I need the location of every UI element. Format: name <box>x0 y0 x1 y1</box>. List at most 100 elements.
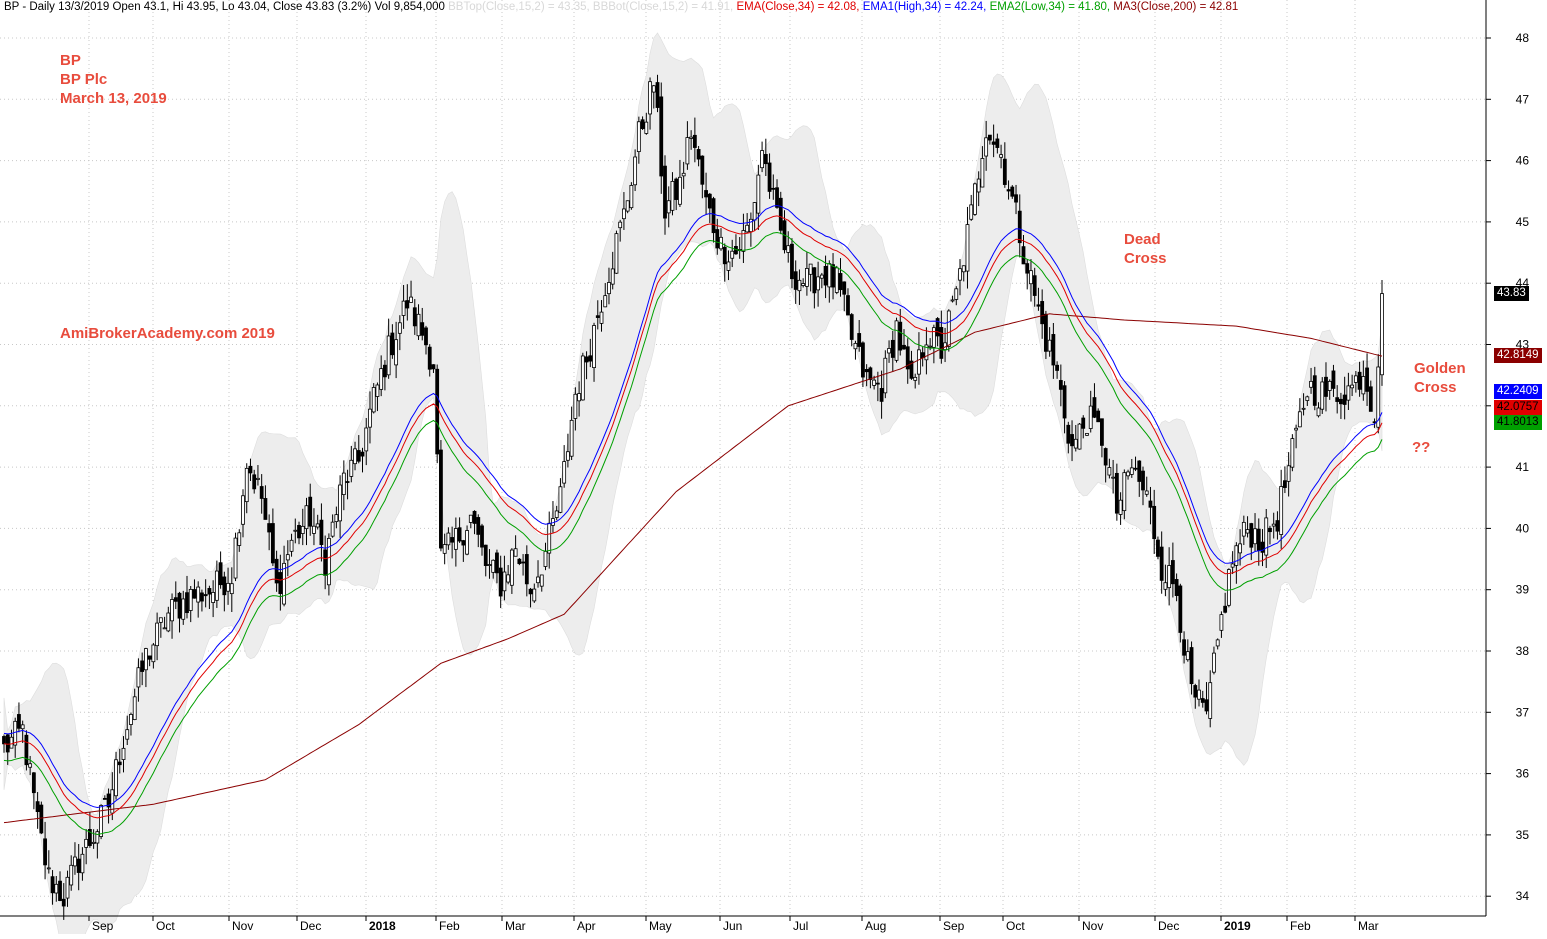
candle-body <box>599 311 604 324</box>
ma200-line <box>3 313 1383 824</box>
candle-body <box>846 295 850 316</box>
candle-body <box>241 495 245 525</box>
candle-body <box>162 627 167 630</box>
candle-body <box>1324 376 1328 397</box>
candle-body <box>786 245 791 253</box>
y-tick-label: 35 <box>1516 828 1530 842</box>
x-tick-label: Jun <box>723 919 742 933</box>
candle-body <box>69 864 74 886</box>
candle-body <box>692 134 697 148</box>
candle-body <box>663 165 667 219</box>
candle-body <box>285 554 290 561</box>
candle-body <box>999 154 1003 158</box>
candle-body <box>834 267 839 293</box>
candle-body <box>200 592 204 602</box>
candle-body <box>125 729 130 740</box>
candle-body <box>864 369 869 373</box>
candle-body <box>1238 543 1242 554</box>
candle-body <box>1051 334 1056 366</box>
candle-body <box>1122 472 1127 512</box>
candle-body <box>192 589 197 599</box>
candle-body <box>1174 579 1179 596</box>
candle-body <box>1245 529 1250 534</box>
candle-body <box>603 295 608 308</box>
candle-body <box>1316 407 1321 417</box>
candle-body <box>827 263 832 288</box>
candle-body <box>185 592 189 614</box>
x-tick-label: May <box>649 919 672 933</box>
x-tick-label: Jul <box>793 919 808 933</box>
candle-body <box>412 307 417 327</box>
candle-body <box>958 268 962 281</box>
candle-body <box>177 592 182 619</box>
candle-body <box>1032 275 1037 296</box>
candle-body <box>1081 417 1086 429</box>
candle-body <box>491 559 496 573</box>
candle-body <box>1111 476 1116 479</box>
candle-body <box>1066 424 1071 444</box>
candle-body <box>543 551 548 567</box>
y-tick-label: 41 <box>1516 460 1530 474</box>
candle-body <box>222 576 227 596</box>
candle-body <box>1170 560 1175 585</box>
candle-body <box>397 322 402 334</box>
candle-body <box>1044 313 1048 352</box>
candle-body <box>304 505 309 530</box>
candle-body <box>730 250 735 259</box>
candle-body <box>1096 410 1101 423</box>
candle-body <box>468 514 473 523</box>
x-tick-label: Apr <box>577 919 596 933</box>
candle-body <box>644 121 649 134</box>
candle-body <box>487 564 492 566</box>
candle-body <box>1339 398 1343 405</box>
candle-body <box>797 279 802 292</box>
candle-body <box>315 523 320 528</box>
candle-body <box>214 570 219 601</box>
candle-body <box>532 588 537 602</box>
candle-body <box>517 558 522 564</box>
x-tick-label: Oct <box>1006 919 1025 933</box>
candle-body <box>1260 541 1265 553</box>
candle-body <box>297 525 301 539</box>
candle-body <box>173 597 178 602</box>
annotation-ticker: BP <box>60 52 81 69</box>
candle-body <box>1014 194 1018 203</box>
candle-body <box>1376 366 1381 428</box>
candle-body <box>405 300 410 309</box>
candle-body <box>1182 639 1186 656</box>
candle-body <box>894 320 899 361</box>
candle-body <box>147 655 152 660</box>
candle-body <box>1021 246 1026 265</box>
candle-body <box>461 540 466 546</box>
candle-body <box>819 274 824 279</box>
candle-body <box>1006 189 1011 192</box>
candle-body <box>1103 448 1108 466</box>
x-tick-label: Sep <box>92 919 114 933</box>
candle-body <box>1002 158 1007 185</box>
candle-body <box>383 364 387 378</box>
candle-body <box>1297 411 1302 428</box>
candle-body <box>831 264 835 288</box>
annotation-golden-cross: Golden Cross <box>1414 359 1466 397</box>
x-tick-label: Dec <box>300 919 321 933</box>
candle-body <box>457 527 462 542</box>
candle-body <box>905 346 910 370</box>
candle-body <box>633 156 638 186</box>
candle-body <box>573 393 578 419</box>
candle-body <box>707 193 712 209</box>
candle-body <box>80 853 85 874</box>
candle-body <box>1271 523 1276 527</box>
candle-body <box>256 477 260 480</box>
candle-body <box>431 364 436 370</box>
candle-body <box>166 612 171 632</box>
candle-body <box>409 296 413 303</box>
annotation-date: March 13, 2019 <box>60 90 167 107</box>
candle-body <box>756 174 761 214</box>
candle-body <box>46 867 51 870</box>
candle-body <box>416 313 421 337</box>
candle-body <box>155 622 160 647</box>
candle-body <box>1156 539 1160 557</box>
candle-body <box>1092 397 1097 418</box>
candle-body <box>610 268 615 285</box>
